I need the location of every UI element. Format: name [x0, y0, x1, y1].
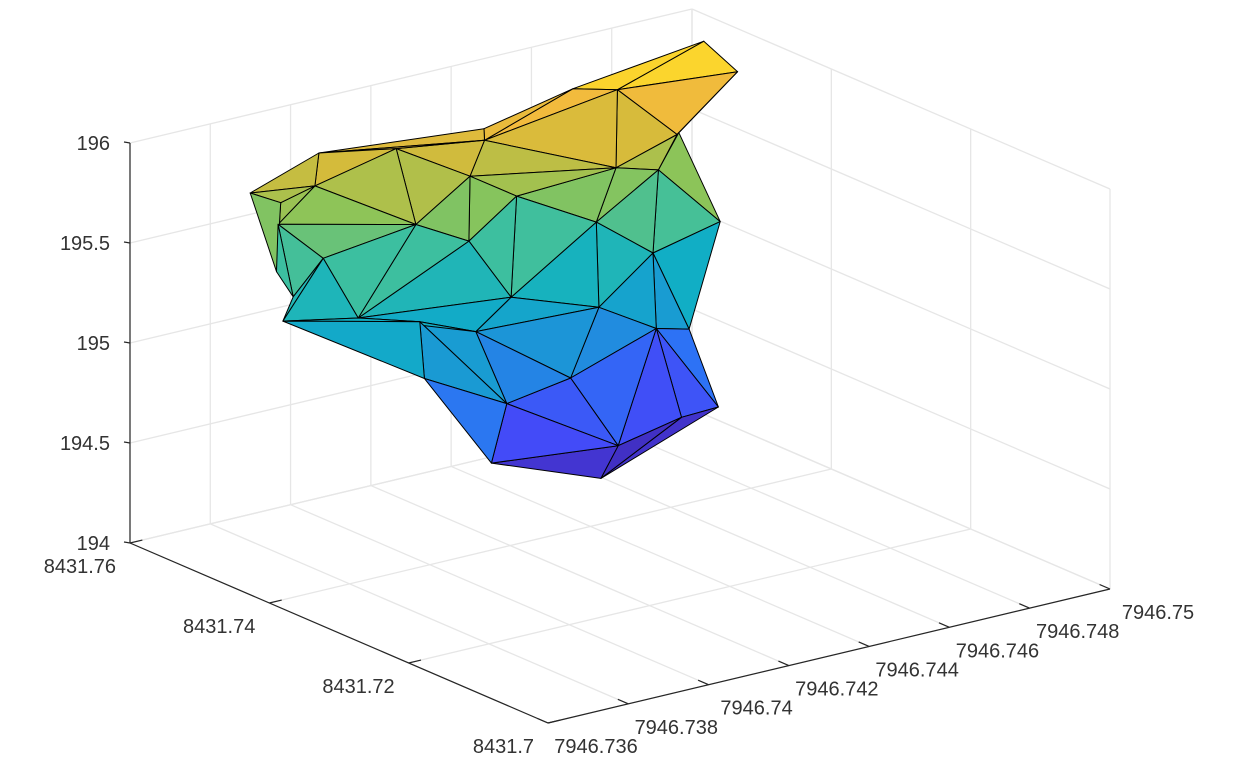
- x-tick-mark: [1099, 583, 1111, 590]
- y-tick-mark: [269, 599, 282, 604]
- grid-line: [408, 528, 971, 664]
- grid-line: [370, 484, 790, 667]
- x-axis-ticks: 7946.7367946.7387946.747946.7427946.7447…: [537, 583, 1194, 758]
- z-tick-mark: [123, 141, 131, 144]
- surface-facet: [276, 223, 294, 298]
- y-tick-label: 8431.74: [183, 616, 255, 638]
- x-tick-label: 7946.742: [795, 679, 878, 701]
- grid-line: [210, 523, 629, 705]
- x-tick-mark: [617, 698, 629, 705]
- grid-line: [691, 8, 1111, 190]
- surface-layer: [249, 40, 739, 479]
- y-axis-ticks: 8431.7 8431.72 8431.74 8431.76: [44, 539, 561, 758]
- surface-facet: [282, 320, 425, 379]
- z-tick-mark: [123, 441, 131, 444]
- x-tick-label: 7946.748: [1036, 621, 1119, 643]
- z-tick-mark: [123, 341, 131, 344]
- grid-line: [450, 465, 870, 648]
- z-tick-label: 195.5: [60, 233, 110, 255]
- grid-line: [611, 427, 1030, 609]
- y-tick-label: 8431.7: [473, 736, 534, 758]
- surface-facet: [249, 192, 282, 273]
- y-tick-mark: [408, 659, 422, 664]
- z-axis-ticks: 194 194.5 195 195.5 196: [60, 133, 131, 555]
- x-tick-label: 7946.744: [875, 659, 958, 681]
- z-tick-label: 194: [77, 533, 110, 555]
- x-tick-mark: [858, 641, 870, 647]
- grid-line: [691, 208, 1111, 390]
- y-tick-mark: [547, 719, 561, 724]
- x-tick-mark: [938, 622, 950, 628]
- z-tick-label: 194.5: [60, 433, 110, 455]
- y-tick-label: 8431.76: [44, 556, 116, 578]
- z-tick-mark: [123, 541, 131, 544]
- z-tick-mark: [123, 241, 131, 244]
- grid-line: [691, 308, 1111, 490]
- grid-line: [290, 504, 709, 686]
- grid-line: [269, 468, 832, 604]
- x-tick-mark: [778, 660, 790, 667]
- x-tick-mark: [697, 679, 709, 686]
- x-tick-mark: [1019, 603, 1030, 609]
- x-tick-label: 7946.736: [554, 736, 637, 758]
- x-axis-line: [547, 588, 1111, 724]
- y-axis-line: [129, 542, 549, 724]
- z-tick-label: 196: [77, 133, 110, 155]
- y-tick-label: 8431.72: [322, 676, 394, 698]
- x-tick-mark: [537, 717, 549, 724]
- x-tick-label: 7946.738: [635, 717, 718, 739]
- y-tick-mark: [129, 539, 143, 544]
- grid-line: [129, 8, 693, 144]
- x-tick-label: 7946.746: [956, 640, 1039, 662]
- x-tick-label: 7946.75: [1122, 602, 1194, 624]
- grid-line: [691, 408, 1111, 590]
- grid-line: [691, 108, 1111, 290]
- x-tick-label: 7946.74: [720, 698, 792, 720]
- surface-facet: [423, 378, 508, 464]
- z-tick-label: 195: [77, 333, 110, 355]
